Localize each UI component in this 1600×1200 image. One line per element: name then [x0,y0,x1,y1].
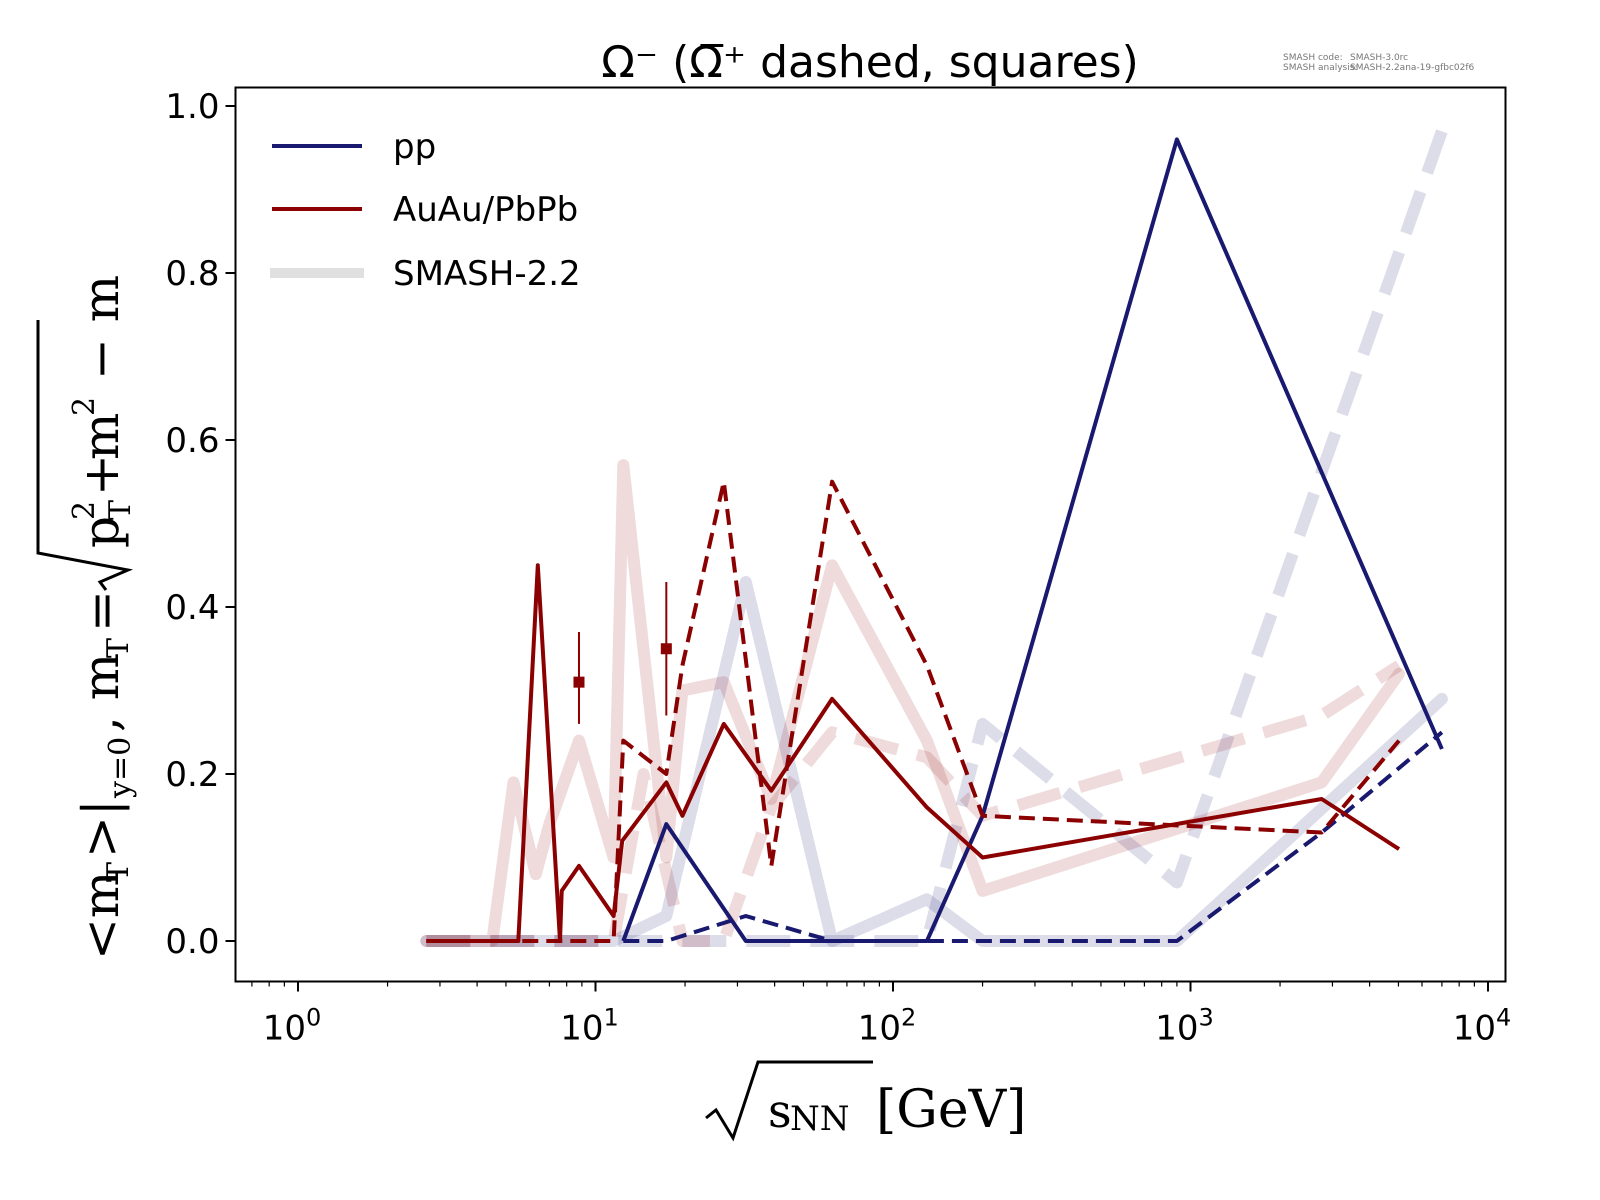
meta-code-label: SMASH code: [1283,53,1343,63]
y-label-plus: + [72,454,130,496]
meta-code-value: SMASH-3.0rc [1350,53,1408,63]
y-label-p: p [72,516,130,548]
y-label-sup-2b: 2 [67,397,102,416]
y-label-gt: >| [72,799,130,858]
x-label-unit: [GeV] [876,1080,1026,1140]
y-tick-label: 0.6 [165,421,219,461]
x-label-sqrt-sign [705,1060,873,1142]
x-tick-label: 104 [1453,1004,1512,1049]
y-label-m: m [72,413,130,460]
series-line-auau-pbpb [426,563,1401,943]
series-line-smash-2-2-pp [426,129,1448,947]
y-label-minus-m: − m [72,275,130,380]
y-label-sqrt-sign [36,320,134,591]
legend: pp AuAu/PbPb SMASH-2.2 [270,127,581,294]
x-label-s: s [768,1084,792,1138]
y-label-sup-2a: 2 [67,501,102,520]
chart-title: Ω⁻ (Ω̅⁺ dashed, squares) [601,37,1139,88]
series-line-pp [623,730,1444,943]
data-series-layer [426,137,1444,943]
y-label-sub-y0: y=0 [103,737,138,799]
y-tick-label: 0.0 [165,922,219,962]
y-label-equals: = [72,590,130,632]
y-axis-label: <m T >| y=0 , m T = p 2 T + m 2 − m [36,275,138,960]
meta-analysis-value: SMASH-2.2ana-19-gfbc02f6 [1350,63,1475,73]
plot-frame [234,86,1507,983]
y-label-mt-eq: , m [72,653,130,732]
error-point [660,581,672,716]
x-tick-label: 101 [560,1004,619,1049]
x-axis-ticks: 100 101 102 103 104 [251,981,1512,1049]
x-tick-label: 100 [263,1004,322,1049]
legend-label-smash: SMASH-2.2 [393,254,581,294]
legend-label-pp: pp [393,127,436,167]
series-line-pp [621,137,1444,943]
y-label-sub-T2: T [101,638,136,658]
square-marker [573,676,585,688]
x-tick-label: 103 [1155,1004,1214,1049]
x-axis-label: s NN [GeV] [705,1060,1026,1142]
y-tick-label: 0.2 [165,755,219,795]
error-point [573,632,585,724]
y-tick-label: 0.8 [165,254,219,294]
y-label-sub-T3: T [103,500,138,520]
smash-series-layer [420,129,1448,947]
y-tick-label: 1.0 [165,87,219,127]
x-tick-label: 102 [858,1004,917,1049]
legend-label-auau: AuAu/PbPb [393,190,578,230]
smash-meta: SMASH code: SMASH-3.0rc SMASH analysis: … [1283,53,1475,73]
error-points-layer [573,581,672,724]
y-label-mt-avg: <m [72,871,130,960]
square-marker [660,643,672,655]
series-line-smash-2-2-auau-pbpb [420,459,1405,947]
y-label-sub-T1: T [101,862,136,882]
x-label-nn: NN [790,1099,850,1139]
y-axis-ticks: 0.0 0.2 0.4 0.6 0.8 1.0 [165,87,236,962]
meta-analysis-label: SMASH analysis: [1283,63,1357,73]
series-line-smash-2-2-auau-pbpb [426,660,1403,947]
y-tick-label: 0.4 [165,588,219,628]
